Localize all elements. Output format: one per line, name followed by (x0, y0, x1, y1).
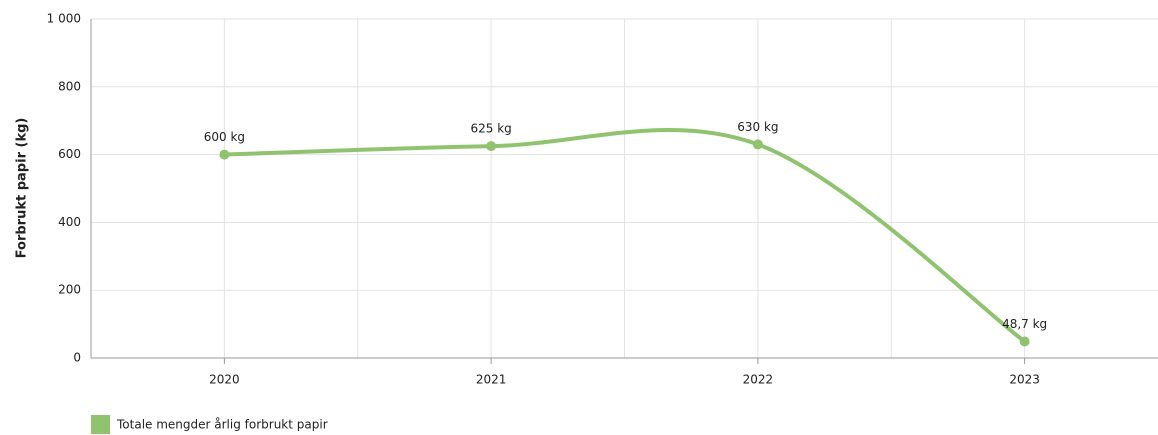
point (752, 139, 763, 150)
y-tick-label: 200 (58, 283, 81, 297)
y-tick-label: 400 (58, 215, 81, 229)
data-label: 48,7 kg (1002, 317, 1047, 331)
point (1019, 336, 1030, 347)
x-tick-label: 2020 (209, 373, 240, 387)
y-tick-label: 0 (73, 351, 81, 365)
y-axis-label: Forbrukt papir (kg) (15, 118, 30, 259)
line (222, 128, 1027, 344)
legend-label: Totale mengder årlig forbrukt papir (116, 418, 328, 432)
data-label: 600 kg (204, 130, 245, 144)
data-label: 625 kg (470, 122, 511, 136)
point (486, 141, 497, 152)
y-tick-label: 600 (58, 147, 81, 161)
y-tick-label: 1 000 (47, 12, 81, 26)
x-tick-label: 2023 (1009, 373, 1040, 387)
x-tick-label: 2022 (743, 373, 774, 387)
point (219, 149, 230, 160)
x-tick-label: 2021 (476, 373, 507, 387)
y-tick-label: 800 (58, 79, 81, 93)
data-label: 630 kg (737, 120, 778, 134)
legend-swatch (91, 415, 110, 434)
